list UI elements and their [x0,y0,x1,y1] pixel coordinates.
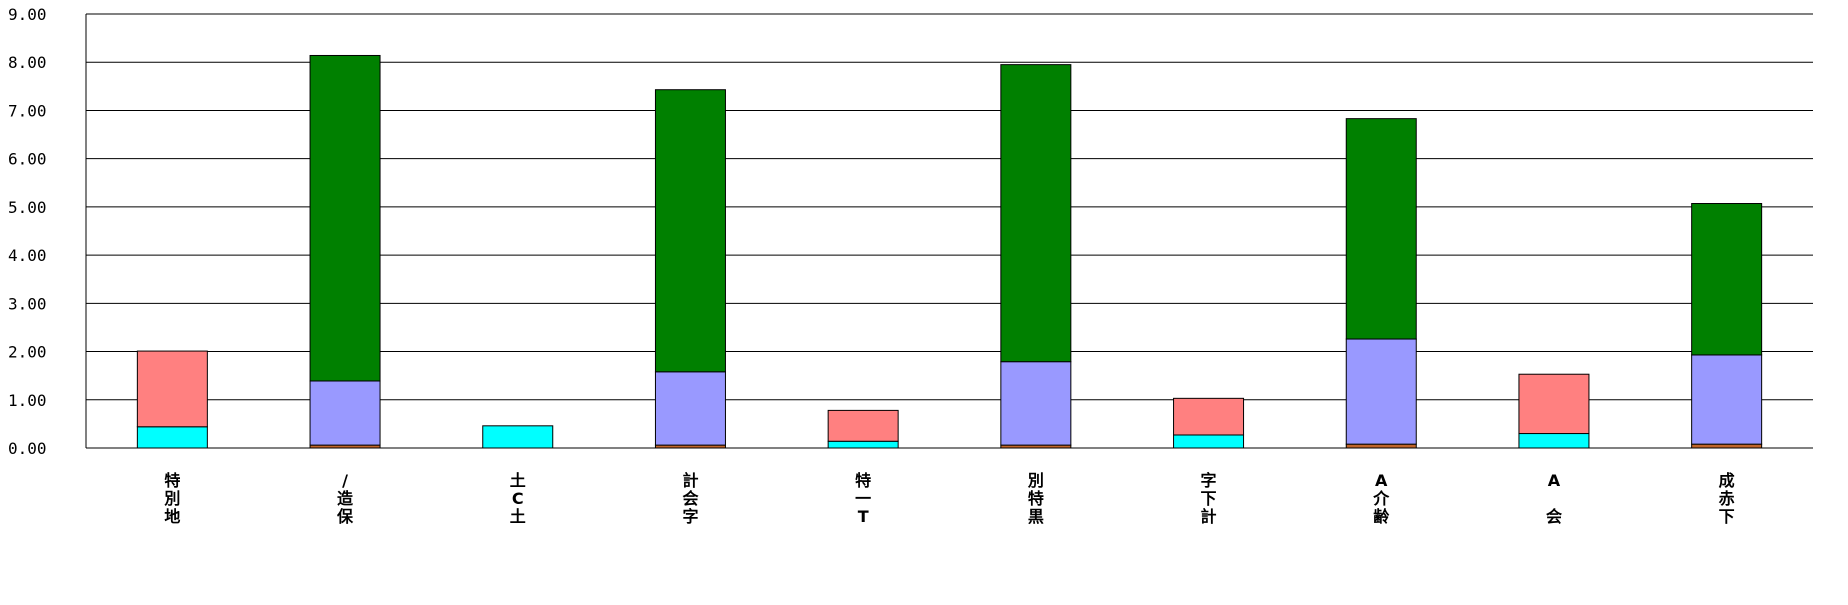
y-tick-label: 8.00 [8,53,47,72]
x-category-label: 成赤下 [1719,471,1735,526]
x-category-label: 特一T [855,471,871,526]
bar-segment [1345,338,1417,445]
x-category-char: 別 [164,489,180,508]
x-category-char: / [342,471,348,490]
x-category-char: A [1375,471,1388,490]
x-category-char: 特 [1028,489,1044,508]
x-category-char: 成 [1719,471,1735,490]
x-category-char: 下 [1719,507,1735,526]
bar-segment [1345,118,1417,340]
x-category-char: 地 [164,507,180,526]
bar-segment [1173,434,1245,449]
x-category-label: /造保 [336,471,354,526]
x-category-char: 字 [682,507,698,526]
bar-segment [1518,433,1590,449]
x-category-char: 土 [510,471,526,490]
bar-segment [654,371,726,446]
x-category-char: 介 [1372,489,1390,508]
y-tick-label: 7.00 [8,101,47,120]
x-category-label: 土C土 [510,471,526,526]
y-tick-label: 4.00 [8,246,47,265]
x-category-char: 別 [1028,471,1044,490]
bar-segment [136,350,208,428]
y-tick-label: 9.00 [8,5,47,24]
y-axis-ticks: 0.00 1.00 2.00 3.00 4.00 5.00 6.00 7.00 8.00 9.00 [8,5,47,458]
x-category-char: 下 [1201,489,1217,508]
x-category-label: 特別地 [164,471,180,526]
bar-segment [1691,354,1763,445]
bars [136,54,1763,449]
bar-segment [1345,443,1417,449]
y-tick-label: 1.00 [8,391,47,410]
x-category-label: 計会字 [682,471,698,526]
y-tick-label: 5.00 [8,198,47,217]
x-category-char: 一 [855,489,871,508]
x-category-char: 黒 [1028,507,1044,526]
x-category-char: 計 [1201,507,1217,526]
x-category-char: 赤 [1719,489,1735,508]
x-category-label: 別特黒 [1028,471,1044,526]
x-category-char: 計 [682,471,698,490]
x-category-char: 保 [336,507,354,526]
y-tick-label: 0.00 [8,439,47,458]
x-category-char: 特 [855,471,871,490]
x-category-char: 会 [682,489,698,508]
x-category-char: 造 [337,489,354,508]
x-category-char: 会 [1546,507,1562,526]
x-category-char: 土 [510,507,526,526]
x-category-label: A会 [1546,471,1562,526]
bar-segment [654,89,726,373]
x-category-label: A介齢 [1372,471,1390,526]
y-tick-label: 2.00 [8,343,47,362]
bar-segment [827,409,899,442]
bar-segment [1518,373,1590,435]
bar-segment [1691,443,1763,449]
bar-segment [1000,64,1072,363]
bar-segment [1691,203,1763,356]
y-tick-label: 6.00 [8,150,47,169]
bar-segment [1173,397,1245,436]
x-category-char: 齢 [1373,507,1390,526]
bar-segment [482,425,554,449]
bar-segment [136,426,208,449]
x-category-char: C [512,489,524,508]
bar-segment [827,440,899,449]
bar-segment [309,54,381,382]
x-category-char: A [1548,471,1561,490]
y-tick-label: 3.00 [8,294,47,313]
bar-segment [1000,361,1072,446]
x-category-char: 特 [164,471,180,490]
x-category-label: 字下計 [1201,471,1217,526]
x-category-char: T [858,507,869,526]
bar-segment [309,380,381,446]
x-category-char: 字 [1201,471,1217,490]
